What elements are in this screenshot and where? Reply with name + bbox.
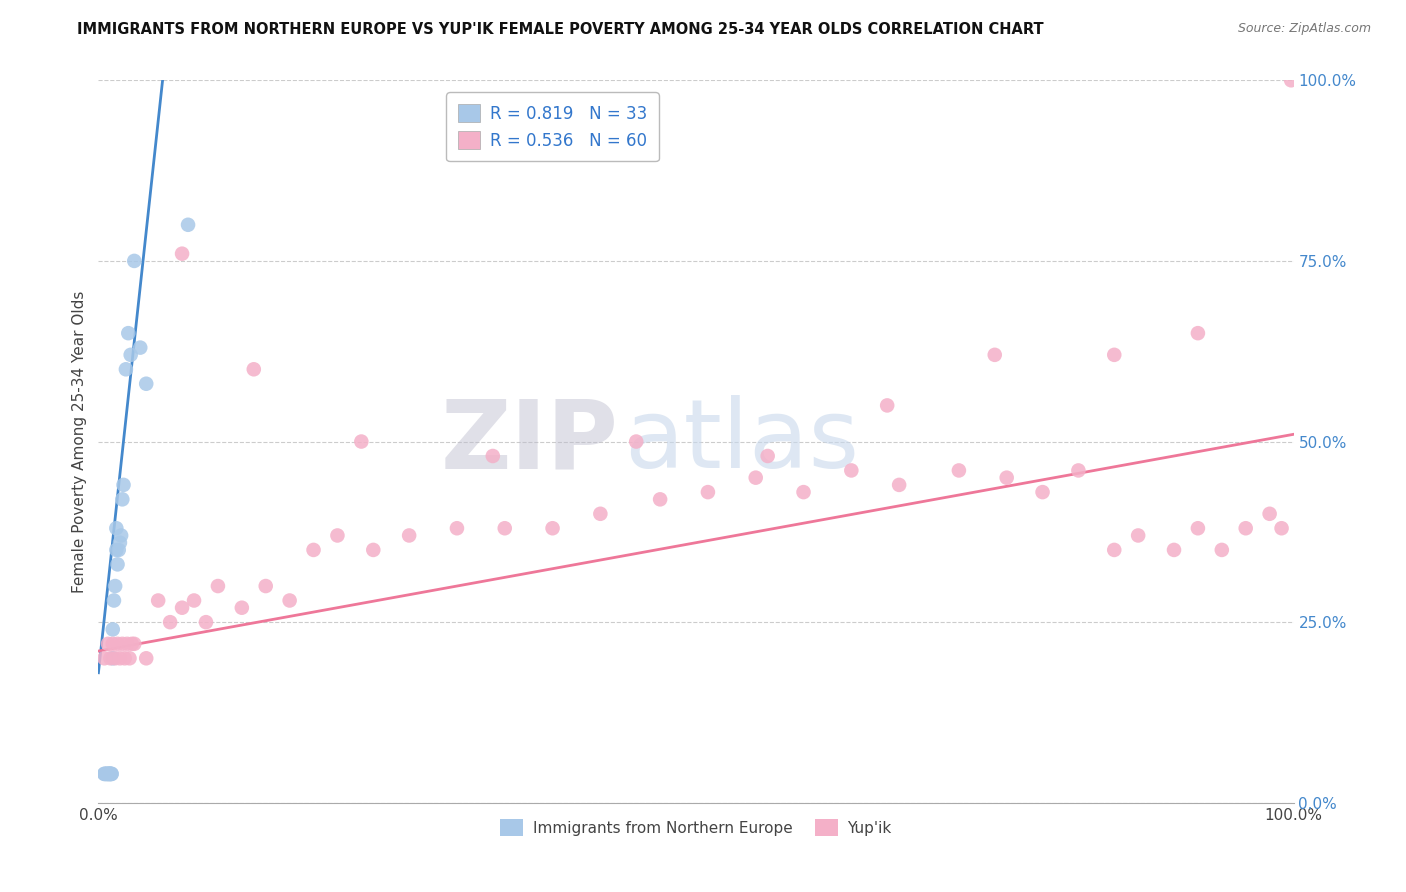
Point bbox=[626, 434, 648, 449]
Point bbox=[326, 528, 349, 542]
Point bbox=[101, 637, 124, 651]
Point bbox=[98, 767, 121, 781]
Point bbox=[111, 492, 134, 507]
Point bbox=[398, 528, 420, 542]
Point bbox=[96, 767, 118, 781]
Point bbox=[115, 362, 138, 376]
Point bbox=[101, 623, 124, 637]
Point bbox=[98, 767, 122, 781]
Point bbox=[1258, 507, 1281, 521]
Y-axis label: Female Poverty Among 25-34 Year Olds: Female Poverty Among 25-34 Year Olds bbox=[72, 291, 87, 592]
Point bbox=[100, 767, 122, 781]
Point bbox=[183, 593, 205, 607]
Point bbox=[159, 615, 181, 630]
Point bbox=[231, 600, 253, 615]
Point bbox=[100, 767, 122, 781]
Point bbox=[115, 637, 138, 651]
Point bbox=[97, 767, 120, 781]
Point bbox=[111, 637, 134, 651]
Point bbox=[995, 470, 1018, 484]
Point bbox=[107, 542, 129, 557]
Text: atlas: atlas bbox=[624, 395, 859, 488]
Point bbox=[118, 651, 141, 665]
Point bbox=[948, 463, 970, 477]
Point bbox=[110, 528, 132, 542]
Point bbox=[207, 579, 229, 593]
Point bbox=[1187, 521, 1209, 535]
Point bbox=[1067, 463, 1090, 477]
Point bbox=[177, 218, 200, 232]
Point bbox=[105, 521, 128, 535]
Point bbox=[135, 376, 157, 391]
Point bbox=[98, 651, 122, 665]
Point bbox=[254, 579, 277, 593]
Point bbox=[112, 478, 135, 492]
Point bbox=[745, 470, 768, 484]
Point bbox=[108, 535, 131, 549]
Point bbox=[105, 542, 128, 557]
Point bbox=[103, 593, 125, 607]
Text: IMMIGRANTS FROM NORTHERN EUROPE VS YUP'IK FEMALE POVERTY AMONG 25-34 YEAR OLDS C: IMMIGRANTS FROM NORTHERN EUROPE VS YUP'I… bbox=[77, 22, 1043, 37]
Point bbox=[129, 341, 152, 355]
Point bbox=[278, 593, 301, 607]
Point bbox=[302, 542, 325, 557]
Point bbox=[1211, 542, 1233, 557]
Point bbox=[108, 651, 131, 665]
Text: ZIP: ZIP bbox=[440, 395, 619, 488]
Point bbox=[98, 767, 122, 781]
Point bbox=[1271, 521, 1294, 535]
Point bbox=[541, 521, 564, 535]
Point bbox=[1104, 348, 1126, 362]
Point bbox=[172, 600, 194, 615]
Point bbox=[172, 246, 194, 260]
Point bbox=[98, 767, 122, 781]
Point bbox=[363, 542, 385, 557]
Point bbox=[97, 767, 120, 781]
Point bbox=[94, 767, 117, 781]
Text: Source: ZipAtlas.com: Source: ZipAtlas.com bbox=[1237, 22, 1371, 36]
Point bbox=[124, 637, 146, 651]
Point bbox=[589, 507, 612, 521]
Point bbox=[648, 492, 672, 507]
Point bbox=[93, 651, 115, 665]
Point bbox=[93, 767, 115, 781]
Point bbox=[114, 651, 136, 665]
Point bbox=[756, 449, 779, 463]
Point bbox=[793, 485, 815, 500]
Point bbox=[494, 521, 516, 535]
Point bbox=[96, 767, 118, 781]
Point bbox=[1104, 542, 1126, 557]
Point bbox=[243, 362, 266, 376]
Point bbox=[104, 651, 127, 665]
Point bbox=[121, 637, 143, 651]
Point bbox=[984, 348, 1007, 362]
Point bbox=[135, 651, 157, 665]
Point bbox=[1187, 326, 1209, 340]
Point bbox=[93, 767, 115, 781]
Point bbox=[841, 463, 863, 477]
Point bbox=[120, 348, 142, 362]
Point bbox=[101, 651, 124, 665]
Point bbox=[104, 579, 127, 593]
Point bbox=[1234, 521, 1257, 535]
Point bbox=[446, 521, 468, 535]
Point bbox=[1279, 73, 1302, 87]
Point bbox=[117, 326, 139, 340]
Point bbox=[195, 615, 218, 630]
Point bbox=[697, 485, 720, 500]
Point bbox=[97, 637, 120, 651]
Point bbox=[1163, 542, 1185, 557]
Legend: Immigrants from Northern Europe, Yup'ik: Immigrants from Northern Europe, Yup'ik bbox=[495, 814, 897, 842]
Point bbox=[481, 449, 505, 463]
Point bbox=[889, 478, 911, 492]
Point bbox=[350, 434, 373, 449]
Point bbox=[876, 398, 898, 412]
Point bbox=[1128, 528, 1150, 542]
Point bbox=[107, 637, 129, 651]
Point bbox=[124, 253, 146, 268]
Point bbox=[98, 767, 121, 781]
Point bbox=[1032, 485, 1054, 500]
Point bbox=[107, 558, 129, 572]
Point bbox=[148, 593, 170, 607]
